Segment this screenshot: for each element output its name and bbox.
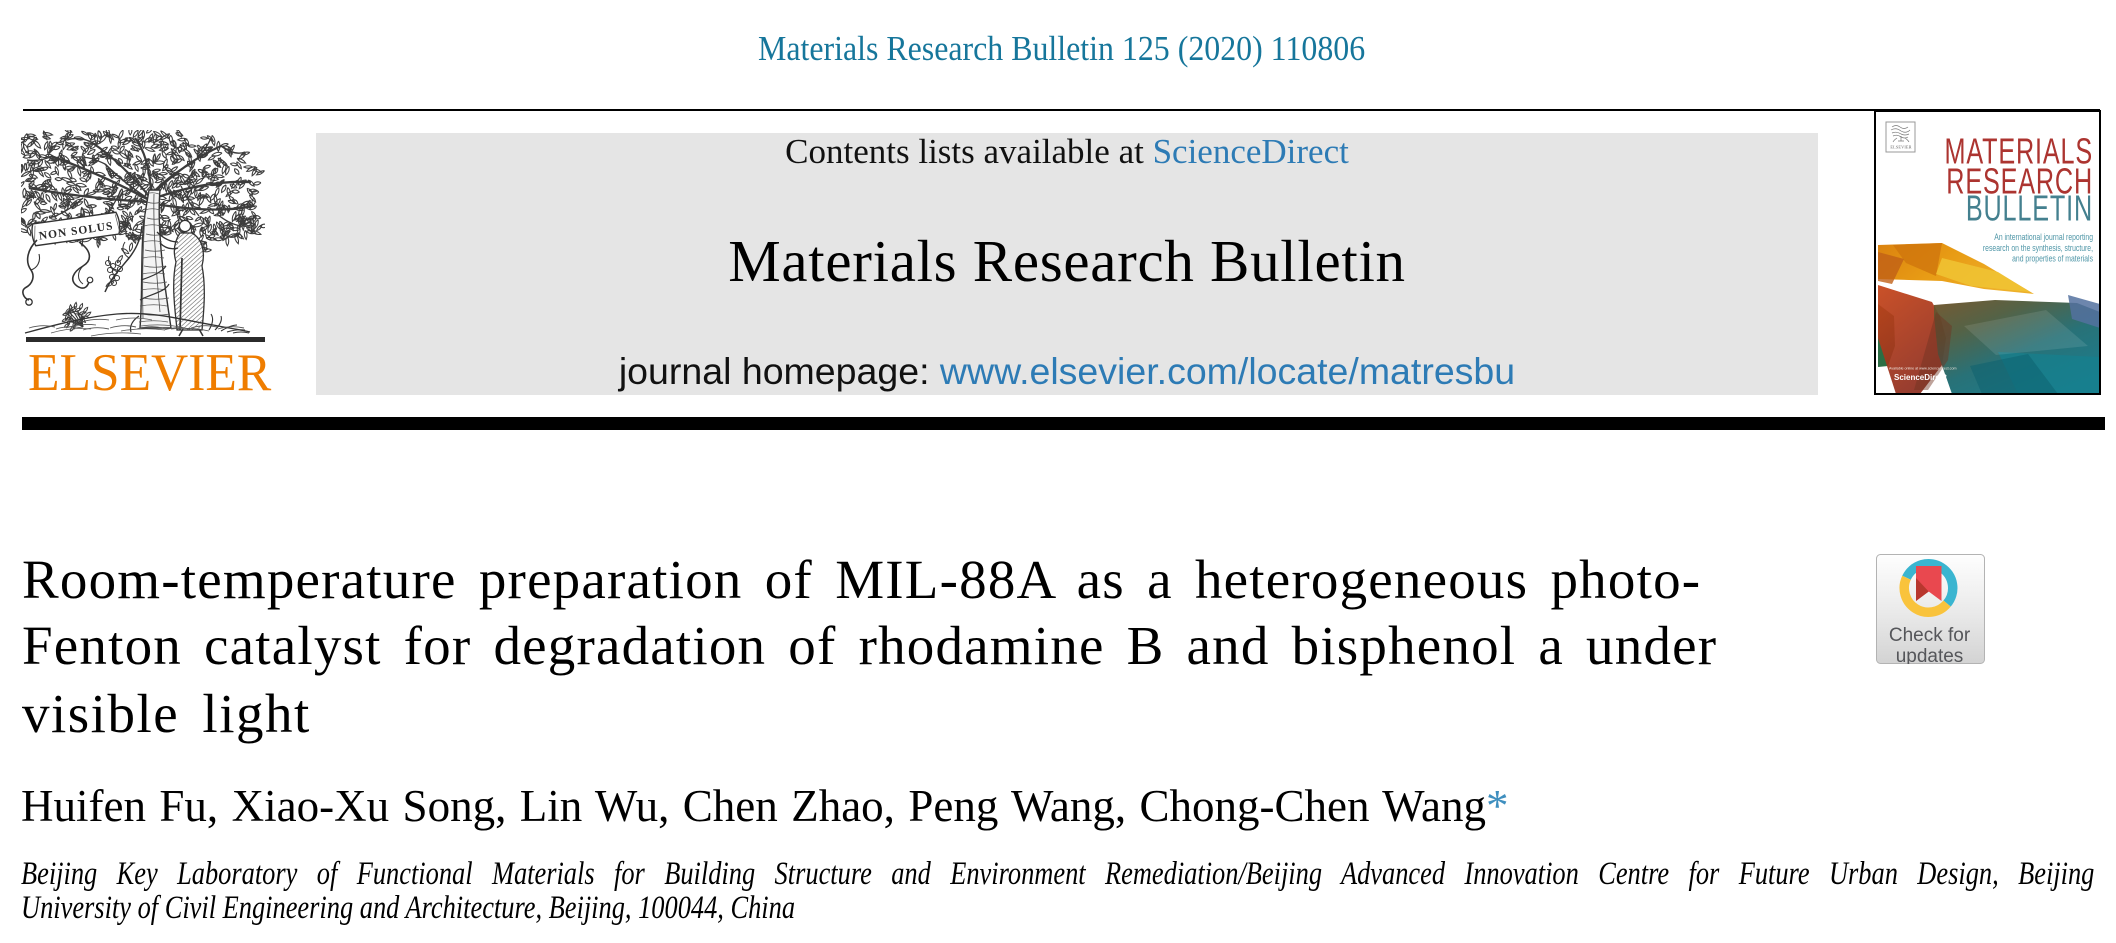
svg-text:RESEARCH: RESEARCH bbox=[1946, 161, 2093, 202]
svg-text:research on the synthesis, str: research on the synthesis, structure, bbox=[1983, 243, 2093, 253]
svg-text:Available online at www.scienc: Available online at www.sciencedirect.co… bbox=[1889, 367, 1956, 371]
svg-text:BULLETIN: BULLETIN bbox=[1966, 188, 2093, 229]
svg-text:MATERIALS: MATERIALS bbox=[1945, 131, 2093, 172]
svg-text:An international journal repor: An international journal reporting bbox=[1994, 232, 2093, 242]
svg-text:updates: updates bbox=[1896, 646, 1964, 664]
svg-text:and properties of materials: and properties of materials bbox=[2012, 253, 2093, 263]
svg-text:ELSEVIER: ELSEVIER bbox=[1890, 145, 1911, 150]
svg-text:ScienceDirect: ScienceDirect bbox=[1894, 373, 1947, 382]
svg-text:Check for: Check for bbox=[1889, 625, 1971, 646]
